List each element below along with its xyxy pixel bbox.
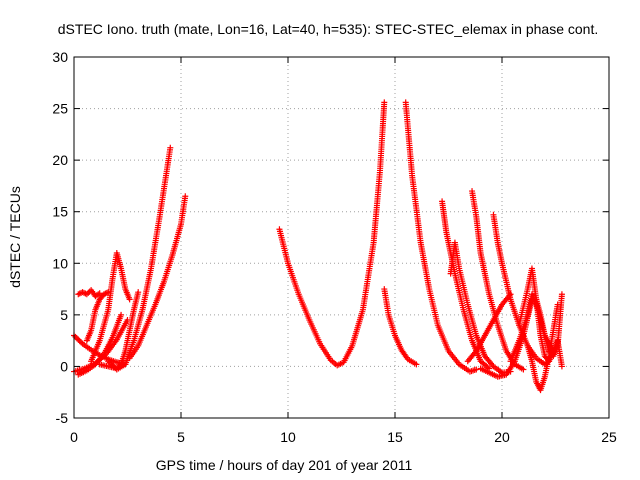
series-5: [88, 249, 133, 365]
data-points: [71, 99, 565, 394]
x-tick-label: 0: [70, 429, 78, 445]
series-16: [490, 211, 548, 368]
data-point-interp: [72, 333, 79, 340]
x-tick-label: 20: [494, 429, 510, 445]
y-axis-label: dSTEC / TECUs: [7, 186, 23, 288]
y-tick-label: 15: [52, 204, 68, 220]
chart-title: dSTEC Iono. truth (mate, Lon=16, Lat=40,…: [58, 21, 598, 37]
data-point: [520, 366, 527, 373]
y-tick-label: 10: [52, 255, 68, 271]
data-point: [126, 296, 133, 303]
series-8: [126, 193, 189, 362]
grid: [74, 57, 609, 418]
y-tick-label: 5: [60, 307, 68, 323]
data-point-interp: [75, 336, 82, 343]
data-point: [381, 99, 388, 106]
data-point: [135, 289, 142, 296]
series-13: [447, 239, 514, 376]
plot-frame: [73, 56, 610, 419]
data-point-interp: [76, 337, 83, 344]
data-point: [473, 366, 480, 373]
data-point: [182, 193, 189, 200]
data-point: [558, 363, 565, 370]
data-point: [558, 291, 565, 298]
x-tick-label: 25: [601, 429, 617, 445]
y-tick-label: 20: [52, 152, 68, 168]
series-22: [541, 337, 565, 370]
data-point: [118, 311, 125, 318]
series-4: [83, 289, 112, 344]
x-axis-label: GPS time / hours of day 201 of year 2011: [156, 457, 413, 473]
data-point-interp: [73, 335, 80, 342]
y-tick-label: 25: [52, 101, 68, 117]
y-tick-label: 0: [60, 358, 68, 374]
y-tick-label: -5: [56, 410, 69, 426]
data-point-interp: [76, 290, 83, 297]
series-11: [402, 99, 480, 375]
series-14: [469, 188, 527, 373]
y-tick-label: 30: [52, 49, 68, 65]
x-tick-label: 5: [177, 429, 185, 445]
series-10: [381, 286, 420, 368]
series-7: [105, 144, 174, 373]
data-point: [413, 361, 420, 368]
series-9: [276, 99, 388, 369]
data-point: [167, 144, 174, 151]
x-tick-label: 15: [387, 429, 403, 445]
data-point: [96, 290, 103, 297]
series-15: [464, 291, 514, 365]
x-tick-label: 10: [280, 429, 296, 445]
series-3: [75, 287, 103, 300]
